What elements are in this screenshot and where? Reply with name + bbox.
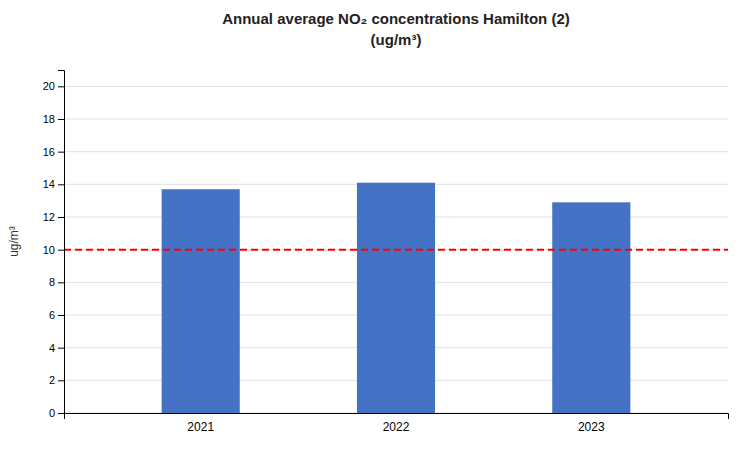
y-tick: 6 bbox=[49, 309, 64, 321]
y-tick: 14 bbox=[43, 178, 64, 190]
x-tick: 2023 bbox=[578, 420, 605, 434]
y-tick-mark bbox=[58, 217, 64, 218]
y-tick-mark bbox=[58, 348, 64, 349]
y-tick: 4 bbox=[49, 342, 64, 354]
grid-line bbox=[64, 119, 728, 120]
bar bbox=[552, 202, 630, 413]
y-tick: 10 bbox=[43, 244, 64, 256]
title-line: Annual average NO₂ concentrations Hamilt… bbox=[222, 10, 570, 27]
bar bbox=[162, 189, 240, 413]
reference-line bbox=[64, 249, 728, 251]
y-tick-mark bbox=[58, 184, 64, 185]
grid-line bbox=[64, 249, 728, 250]
y-tick-mark bbox=[58, 119, 64, 120]
chart-svg: 0 2 4 6 8 10 12 14 16 18 20 2021 2022 2023 ug/m³ Annual… bbox=[0, 0, 752, 453]
y-tick: 20 bbox=[43, 80, 64, 92]
y-tick: 12 bbox=[43, 211, 64, 223]
y-tick-mark bbox=[58, 315, 64, 316]
grid-line bbox=[64, 151, 728, 152]
x-axis: 2021 2022 2023 bbox=[65, 414, 729, 434]
y-tick-label: 18 bbox=[43, 113, 55, 125]
y-tick-label: 10 bbox=[43, 244, 55, 256]
y-tick-mark bbox=[58, 282, 64, 283]
y-tick-label: 14 bbox=[43, 178, 55, 190]
y-tick: 8 bbox=[49, 276, 64, 288]
y-tick-label: 12 bbox=[43, 211, 55, 223]
x-tick: 2022 bbox=[383, 420, 410, 434]
y-tick-label: 8 bbox=[49, 276, 55, 288]
y-tick-label: 4 bbox=[49, 342, 55, 354]
y-tick-label: 20 bbox=[43, 80, 55, 92]
y-tick-mark bbox=[58, 250, 64, 251]
y-tick: 2 bbox=[49, 374, 64, 386]
y-tick-label: 6 bbox=[49, 309, 55, 321]
y-tick-label: 2 bbox=[49, 374, 55, 386]
title-line: (ug/m³) bbox=[371, 31, 422, 48]
x-tick-label: 2023 bbox=[578, 420, 605, 434]
y-tick-mark bbox=[58, 380, 64, 381]
x-tick-label: 2021 bbox=[187, 420, 214, 434]
x-tick-label: 2022 bbox=[383, 420, 410, 434]
y-axis: 0 2 4 6 8 10 12 14 16 18 20 bbox=[43, 71, 65, 420]
y-tick-label: 16 bbox=[43, 146, 55, 158]
y-tick-mark bbox=[58, 152, 64, 153]
bar bbox=[357, 183, 435, 413]
y-tick: 18 bbox=[43, 113, 64, 125]
y-axis-title: ug/m³ bbox=[7, 226, 21, 257]
title: Annual average NO₂ concentrations Hamilt… bbox=[222, 10, 570, 48]
grid-line bbox=[64, 86, 728, 87]
x-tick: 2021 bbox=[187, 420, 214, 434]
x-axis-line bbox=[65, 414, 729, 420]
y-tick-label: 0 bbox=[49, 407, 55, 419]
y-tick-mark bbox=[58, 413, 64, 414]
plot: 0 2 4 6 8 10 12 14 16 18 20 2021 2022 2023 bbox=[43, 71, 729, 434]
y-tick-mark bbox=[58, 86, 64, 87]
marks bbox=[64, 183, 728, 413]
y-tick: 16 bbox=[43, 146, 64, 158]
y-axis-line bbox=[58, 71, 65, 414]
grid bbox=[64, 86, 728, 413]
y-tick: 0 bbox=[49, 407, 64, 419]
